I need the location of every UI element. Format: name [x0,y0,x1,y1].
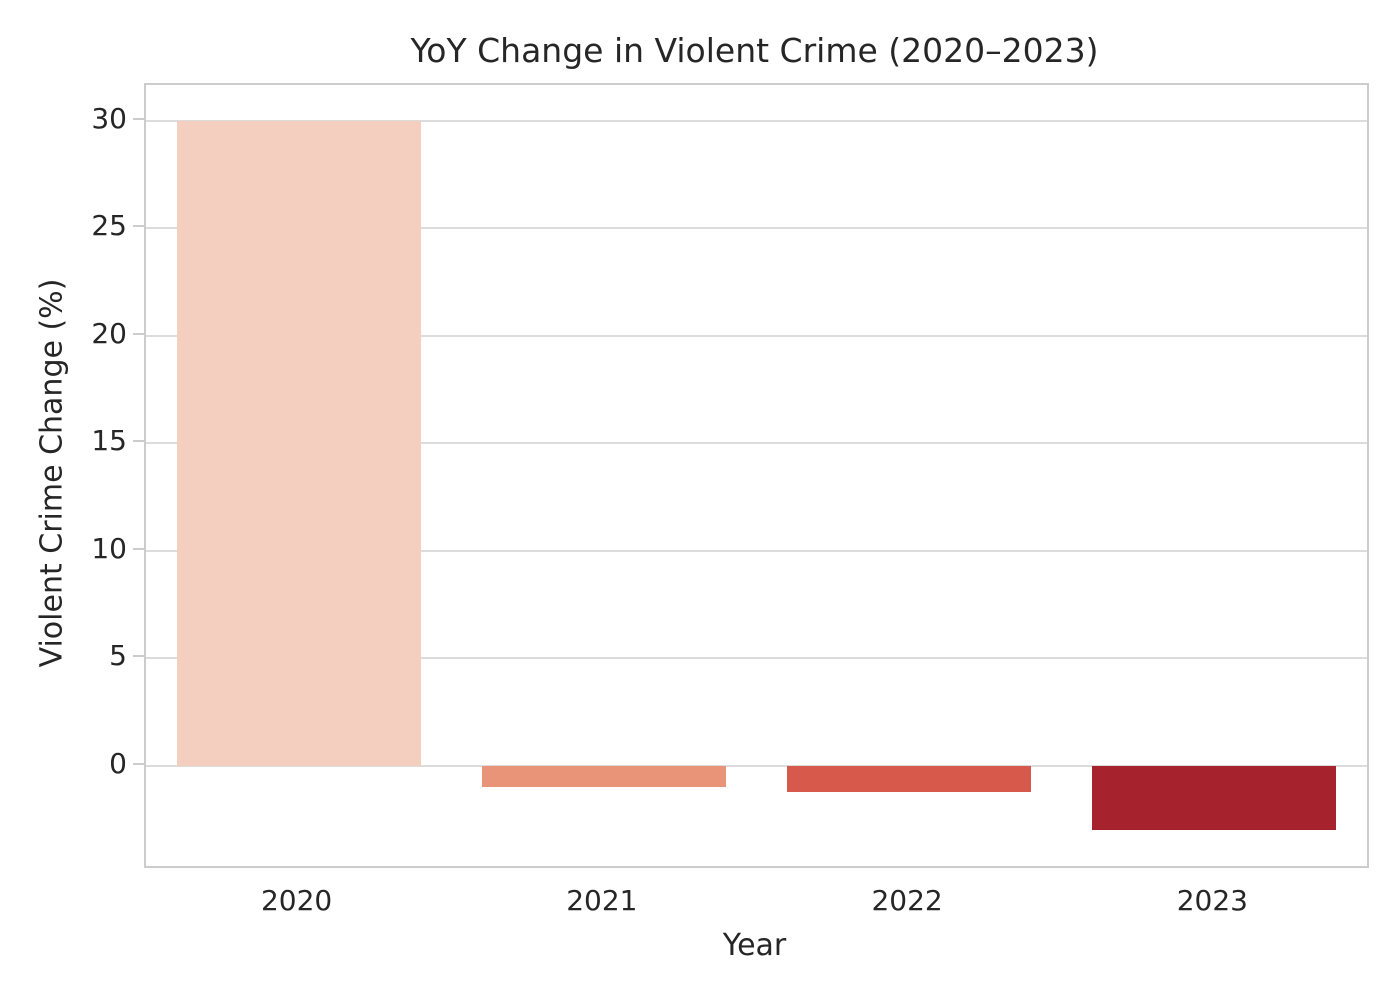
y-tick-30 [133,117,144,120]
gridline-y-10 [146,549,1367,552]
x-tick-label-2022: 2022 [871,884,943,917]
bar-2020 [176,120,421,766]
y-tick-5 [133,655,144,658]
x-axis-label: Year [722,928,787,963]
y-tick-label-25: 25 [91,209,127,243]
y-tick-10 [133,547,144,550]
y-tick-label-30: 30 [91,101,127,135]
gridline-y-0 [146,764,1367,767]
y-tick-label-10: 10 [91,531,127,565]
y-tick-label-5: 5 [109,639,127,673]
x-tick-label-2021: 2021 [566,884,638,917]
gridline-y-25 [146,227,1367,230]
y-tick-label-20: 20 [91,316,127,350]
plot-area [144,83,1369,868]
gridline-y-5 [146,657,1367,660]
x-tick-label-2023: 2023 [1176,884,1248,917]
y-tick-15 [133,440,144,443]
y-tick-0 [133,762,144,765]
gridline-y-30 [146,119,1367,122]
y-tick-label-0: 0 [109,746,127,780]
bar-2022 [787,765,1032,792]
chart-title: YoY Change in Violent Crime (2020–2023) [410,31,1099,70]
bar-2021 [481,765,726,788]
x-tick-label-2020: 2020 [260,884,333,917]
gridline-y-15 [146,442,1367,445]
y-tick-25 [133,225,144,228]
bar-2023 [1092,765,1337,831]
y-tick-label-15: 15 [91,424,127,458]
y-tick-20 [133,332,144,335]
gridline-y-20 [146,334,1367,337]
